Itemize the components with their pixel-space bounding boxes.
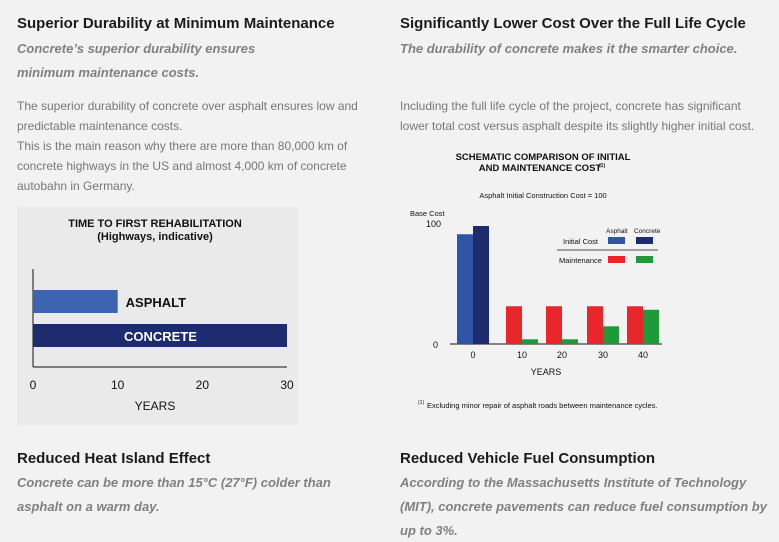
subtitle-line: Concrete can be more than 15°C (27°F) co… — [17, 475, 331, 490]
chart-title-line: SCHEMATIC COMPARISON OF INITIAL — [456, 152, 631, 163]
subtitle-line: Concrete’s superior durability ensures — [17, 41, 256, 56]
legend-swatch-concrete-initial — [636, 237, 653, 244]
section-subtitle-durability: Concrete’s superior durability ensures m… — [17, 37, 255, 85]
chart-title-footnote-mark: (1) — [599, 163, 605, 169]
x-tick-label: 20 — [196, 378, 210, 392]
body-line: This is the main reason why there are mo… — [17, 139, 348, 153]
body-line: lower total cost versus asphalt despite … — [400, 119, 755, 133]
bar-asphalt-initial-cost-year-0 — [457, 234, 473, 344]
legend-swatch-asphalt-initial — [608, 237, 625, 244]
x-tick-label: 10 — [111, 378, 125, 392]
section-title-life-cycle: Significantly Lower Cost Over the Full L… — [400, 15, 746, 32]
legend-header-asphalt: Asphalt — [606, 228, 628, 235]
section-title-fuel: Reduced Vehicle Fuel Consumption — [400, 450, 656, 467]
bar-concrete-maintenance-year-30 — [603, 326, 619, 344]
bar-concrete-maintenance-year-20 — [562, 339, 578, 344]
bar-concrete — [33, 324, 287, 347]
bar-asphalt-maintenance-year-20 — [546, 306, 562, 344]
cost-comparison-chart-svg: SCHEMATIC COMPARISON OF INITIAL AND MAIN… — [410, 152, 662, 410]
bar-concrete-maintenance-year-40 — [643, 309, 659, 344]
section-body-life-cycle: Including the full life cycle of the pro… — [400, 96, 754, 136]
section-title-heat-island: Reduced Heat Island Effect — [17, 450, 211, 467]
subtitle-line: minimum maintenance costs. — [17, 65, 200, 80]
section-title-durability: Superior Durability at Minimum Maintenan… — [17, 15, 335, 32]
x-tick-label: 10 — [517, 350, 527, 360]
bar-asphalt-maintenance-year-40 — [627, 306, 643, 344]
section-subtitle-life-cycle: The durability of concrete makes it the … — [400, 37, 737, 61]
bar-concrete-maintenance-year-10 — [522, 339, 538, 344]
section-subtitle-heat-island: Concrete can be more than 15°C (27°F) co… — [17, 471, 331, 519]
rehabilitation-chart: TIME TO FIRST REHABILITATION (Highways, … — [17, 207, 298, 425]
body-line: autobahn in Germany. — [17, 179, 135, 193]
x-tick-label: 40 — [638, 350, 648, 360]
body-line: The superior durability of concrete over… — [17, 99, 358, 113]
chart-subtitle: Asphalt Initial Construction Cost = 100 — [479, 191, 606, 200]
legend-row-maintenance: Maintenance — [559, 256, 602, 265]
footnote-mark: (1) — [418, 400, 424, 406]
legend-swatch-concrete-maintenance — [636, 256, 653, 263]
bar-concrete-initial-cost-year-0 — [473, 226, 489, 344]
x-axis-label: YEARS — [531, 367, 562, 377]
x-tick-label: 0 — [470, 350, 475, 360]
legend-swatch-asphalt-maintenance — [608, 256, 625, 263]
bar-asphalt-maintenance-year-30 — [587, 306, 603, 344]
subtitle-line: The durability of concrete makes it the … — [400, 41, 738, 56]
subtitle-line: asphalt on a warm day. — [17, 499, 160, 514]
body-line: Including the full life cycle of the pro… — [400, 99, 741, 113]
cost-comparison-chart: SCHEMATIC COMPARISON OF INITIAL AND MAIN… — [400, 143, 690, 421]
subtitle-line: According to the Massachusetts Institute… — [400, 475, 747, 490]
bar-label-concrete: CONCRETE — [124, 329, 197, 344]
legend-header-concrete: Concrete — [634, 228, 661, 235]
x-axis-label: YEARS — [135, 399, 176, 413]
body-line: predictable maintenance costs. — [17, 119, 183, 133]
x-tick-label: 30 — [598, 350, 608, 360]
x-tick-label: 0 — [30, 378, 37, 392]
chart-title-line: AND MAINTENANCE COST — [479, 163, 602, 174]
y-tick-label: 0 — [433, 340, 438, 350]
section-body-durability: The superior durability of concrete over… — [17, 96, 358, 196]
x-tick-label: 20 — [557, 350, 567, 360]
bar-asphalt-maintenance-year-10 — [506, 306, 522, 344]
legend-row-initial-cost: Initial Cost — [563, 237, 599, 246]
footnote-text: Excluding minor repair of asphalt roads … — [427, 401, 658, 410]
chart-title-line: TIME TO FIRST REHABILITATION — [68, 218, 242, 230]
body-line: concrete highways in the US and almost 4… — [17, 159, 347, 173]
bar-label-asphalt: ASPHALT — [126, 295, 186, 310]
subtitle-line: up to 3%. — [400, 523, 458, 538]
bar-asphalt — [33, 290, 118, 313]
rehabilitation-chart-svg: TIME TO FIRST REHABILITATION (Highways, … — [30, 218, 294, 413]
y-axis-label: Base Cost — [410, 209, 446, 218]
chart-title-line: (Highways, indicative) — [97, 231, 213, 243]
y-tick-label: 100 — [426, 219, 441, 229]
section-subtitle-fuel: According to the Massachusetts Institute… — [400, 471, 767, 542]
subtitle-line: (MIT), concrete pavements can reduce fue… — [400, 499, 767, 514]
x-tick-label: 30 — [280, 378, 294, 392]
